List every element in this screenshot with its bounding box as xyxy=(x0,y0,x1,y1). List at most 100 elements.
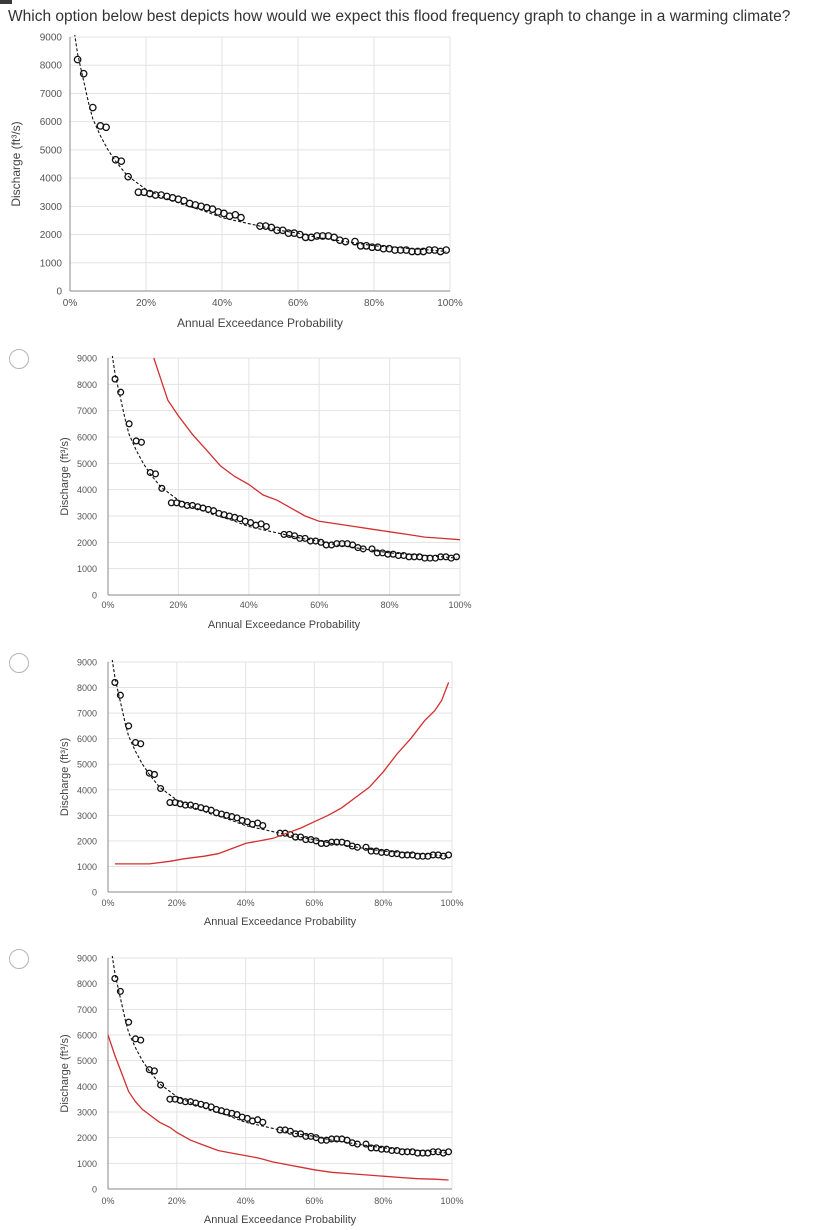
data-point xyxy=(368,545,376,553)
data-point xyxy=(259,822,267,830)
data-point xyxy=(351,237,359,246)
data-point xyxy=(341,237,350,246)
x-tick-label: 60% xyxy=(305,1196,323,1206)
data-point xyxy=(111,678,119,686)
option-2-chart[interactable]: 0 1000 2000 3000 4000 5000 6000 7000 8000 9000 0% 2… xyxy=(0,652,836,934)
x-axis-label: Annual Exceedance Probability xyxy=(177,316,343,330)
y-tick-label: 1000 xyxy=(40,258,63,269)
y-tick-label: 7000 xyxy=(77,406,97,416)
fit-line xyxy=(111,356,457,559)
data-point xyxy=(237,213,245,222)
data-point xyxy=(157,1081,165,1089)
y-tick-label: 2000 xyxy=(77,1133,97,1143)
y-tick-label: 6000 xyxy=(77,433,97,443)
x-tick-label: 100% xyxy=(448,600,471,610)
data-point xyxy=(102,123,110,132)
data-point xyxy=(284,229,293,237)
data-point xyxy=(137,740,145,748)
x-tick-label: 0% xyxy=(101,1196,114,1206)
data-point xyxy=(158,484,166,492)
data-point xyxy=(116,987,124,995)
x-tick-label: 40% xyxy=(240,600,258,610)
data-point xyxy=(396,246,405,254)
plot-group: 0 1000 2000 3000 4000 5000 6000 7000 8000 9000 0% 2… xyxy=(59,354,472,632)
y-tick-label: 2000 xyxy=(40,230,63,241)
x-axis-label: Annual Exceedance Probability xyxy=(204,916,357,928)
y-tick-label: 6000 xyxy=(77,734,97,744)
fit-line xyxy=(111,660,449,857)
y-tick-label: 4000 xyxy=(77,785,97,795)
y-tick-label: 3000 xyxy=(77,1108,97,1118)
data-point xyxy=(125,420,133,428)
data-point xyxy=(379,244,388,253)
data-point xyxy=(259,1118,267,1126)
data-point xyxy=(256,222,264,230)
data-point xyxy=(116,691,124,699)
data-point xyxy=(262,522,270,531)
x-tick-label: 20% xyxy=(136,298,156,309)
data-point xyxy=(125,1018,133,1026)
y-tick-label: 3000 xyxy=(77,512,97,522)
y-tick-label: 9000 xyxy=(40,33,63,44)
y-tick-label: 2000 xyxy=(77,538,97,548)
question-text: Which option below best depicts how woul… xyxy=(8,8,791,25)
option-2-radio[interactable] xyxy=(9,653,29,673)
y-tick-label: 9000 xyxy=(77,658,97,668)
x-tick-label: 60% xyxy=(310,600,328,610)
x-tick-label: 60% xyxy=(305,898,323,908)
fit-line xyxy=(111,956,449,1154)
y-tick-label: 0 xyxy=(92,1185,97,1195)
data-point xyxy=(425,246,433,254)
data-point xyxy=(79,69,88,78)
y-tick-label: 8000 xyxy=(77,683,97,693)
x-tick-label: 80% xyxy=(381,600,399,610)
data-point xyxy=(73,55,82,64)
y-tick-label: 5000 xyxy=(77,1056,97,1066)
x-axis-label: Annual Exceedance Probability xyxy=(208,619,361,631)
x-tick-label: 100% xyxy=(437,298,463,309)
y-tick-label: 0 xyxy=(92,888,97,898)
x-tick-label: 80% xyxy=(374,898,392,908)
y-tick-label: 4000 xyxy=(77,1082,97,1092)
y-tick-label: 0 xyxy=(92,591,97,601)
data-point xyxy=(157,784,165,793)
x-tick-label: 40% xyxy=(237,1196,255,1206)
plot-group: 0 1000 2000 3000 4000 5000 6000 7000 8000 9000 0% 2… xyxy=(59,658,464,929)
option-3-radio[interactable] xyxy=(9,949,29,969)
x-tick-label: 0% xyxy=(63,298,78,309)
projected-line xyxy=(108,1034,449,1181)
option-1-chart[interactable]: 0 1000 2000 3000 4000 5000 6000 7000 8000 9000 0% 2… xyxy=(0,352,836,637)
y-tick-label: 9000 xyxy=(77,354,97,364)
data-point xyxy=(391,246,399,254)
corner-mark xyxy=(0,0,12,4)
data-point xyxy=(362,1140,370,1148)
y-tick-label: 8000 xyxy=(77,979,97,989)
data-point xyxy=(313,232,321,240)
data-point xyxy=(150,770,158,778)
data-point xyxy=(150,1067,158,1075)
data-point xyxy=(359,545,367,553)
data-point xyxy=(117,388,125,396)
x-tick-label: 0% xyxy=(101,600,114,610)
x-tick-label: 40% xyxy=(212,298,232,309)
data-point xyxy=(452,553,461,561)
y-tick-label: 1000 xyxy=(77,564,97,574)
data-point xyxy=(356,241,365,250)
x-tick-label: 80% xyxy=(364,298,384,309)
y-tick-label: 5000 xyxy=(40,145,63,156)
data-point xyxy=(353,843,361,851)
x-axis-label: Annual Exceedance Probability xyxy=(204,1214,357,1226)
y-tick-label: 7000 xyxy=(40,89,63,100)
x-tick-label: 100% xyxy=(440,898,463,908)
y-tick-label: 0 xyxy=(56,287,62,298)
y-tick-label: 6000 xyxy=(77,1031,97,1041)
data-point xyxy=(368,243,376,252)
x-tick-label: 20% xyxy=(168,898,186,908)
y-tick-label: 3000 xyxy=(77,811,97,821)
data-point xyxy=(111,974,119,983)
option-1-radio[interactable] xyxy=(9,349,29,369)
plot-group: 0 1000 2000 3000 4000 5000 6000 7000 8000 9000 0% 2… xyxy=(9,33,463,331)
y-tick-label: 4000 xyxy=(77,485,97,495)
option-3-chart[interactable]: 0 1000 2000 3000 4000 5000 6000 7000 8000 9000 0% 2… xyxy=(0,950,836,1230)
data-point xyxy=(88,103,97,112)
